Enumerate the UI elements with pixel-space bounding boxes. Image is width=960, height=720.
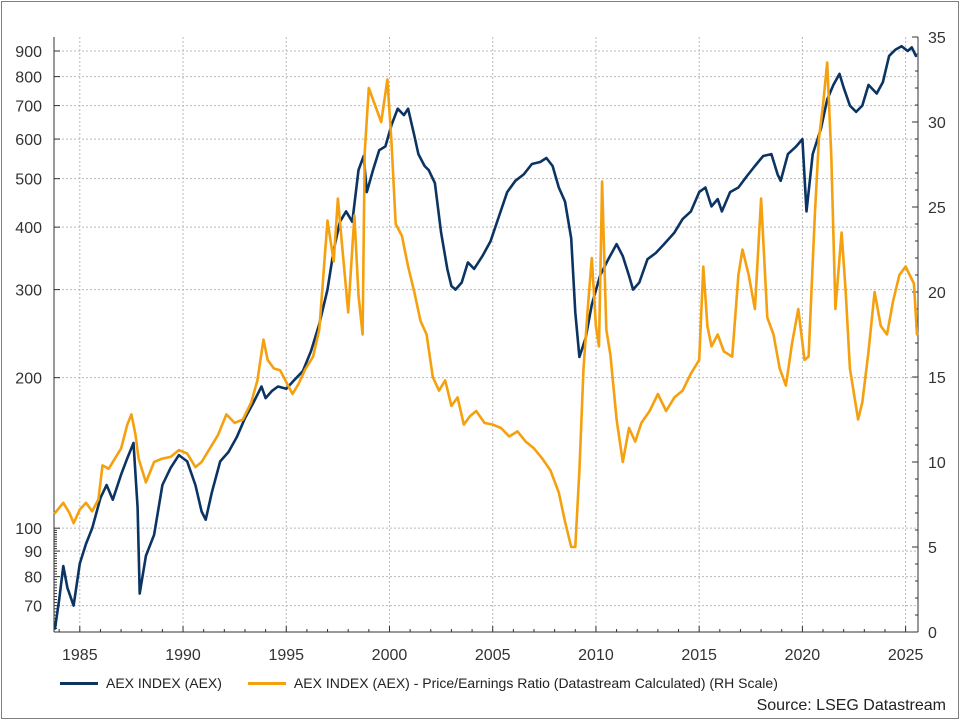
gridlines	[54, 37, 918, 632]
left-tick-label: 800	[15, 70, 42, 87]
x-tick-label: 2015	[681, 647, 717, 664]
x-tick-label: 2000	[372, 647, 408, 664]
legend-swatch-pe-ratio	[247, 681, 286, 685]
right-tick-label: 30	[928, 115, 946, 132]
legend-item-pe-ratio: AEX INDEX (AEX) - Price/Earnings Ratio (…	[247, 675, 778, 691]
left-tick-label: 100	[15, 521, 42, 538]
right-tick-label: 0	[928, 625, 937, 642]
right-tick-label: 25	[928, 200, 946, 217]
x-tick-label: 2010	[578, 647, 614, 664]
legend-item-aex-index: AEX INDEX (AEX)	[60, 675, 222, 691]
legend-swatch-aex-index	[60, 681, 98, 685]
x-tick-label: 1985	[62, 647, 98, 664]
series-line-aex-index	[53, 44, 918, 630]
series-line-pe-ratio	[53, 61, 919, 549]
left-tick-label: 80	[24, 570, 42, 587]
right-tick-label: 15	[928, 370, 946, 387]
legend: AEX INDEX (AEX) AEX INDEX (AEX) - Price/…	[60, 672, 804, 694]
left-tick-label: 500	[15, 172, 42, 189]
legend-label-pe-ratio: AEX INDEX (AEX) - Price/Earnings Ratio (…	[293, 675, 778, 691]
x-tick-label: 2020	[785, 647, 821, 664]
left-tick-label: 90	[24, 544, 42, 561]
left-tick-label: 70	[24, 599, 42, 616]
x-tick-label: 1995	[268, 647, 304, 664]
left-tick-label: 600	[15, 132, 42, 149]
legend-label-aex-index: AEX INDEX (AEX)	[106, 675, 222, 691]
left-tick-label: 700	[15, 99, 42, 116]
source-note: Source: LSEG Datastream	[756, 697, 946, 714]
x-tick-label: 1990	[165, 647, 201, 664]
right-tick-label: 10	[928, 455, 946, 472]
left-tick-label: 900	[15, 44, 42, 61]
series-lines	[53, 44, 919, 630]
right-tick-label: 5	[928, 540, 937, 557]
right-tick-label: 35	[928, 30, 946, 47]
left-tick-label: 400	[15, 220, 42, 237]
x-tick-label: 2005	[475, 647, 511, 664]
x-tick-label: 2025	[888, 647, 924, 664]
left-tick-label: 200	[15, 371, 42, 388]
axes: 70 80 90 100 200 300 400 500 600 700 800 900 0 5 10 15 2…	[15, 30, 946, 664]
left-tick-label: 300	[15, 283, 42, 300]
right-tick-label: 20	[928, 285, 946, 302]
